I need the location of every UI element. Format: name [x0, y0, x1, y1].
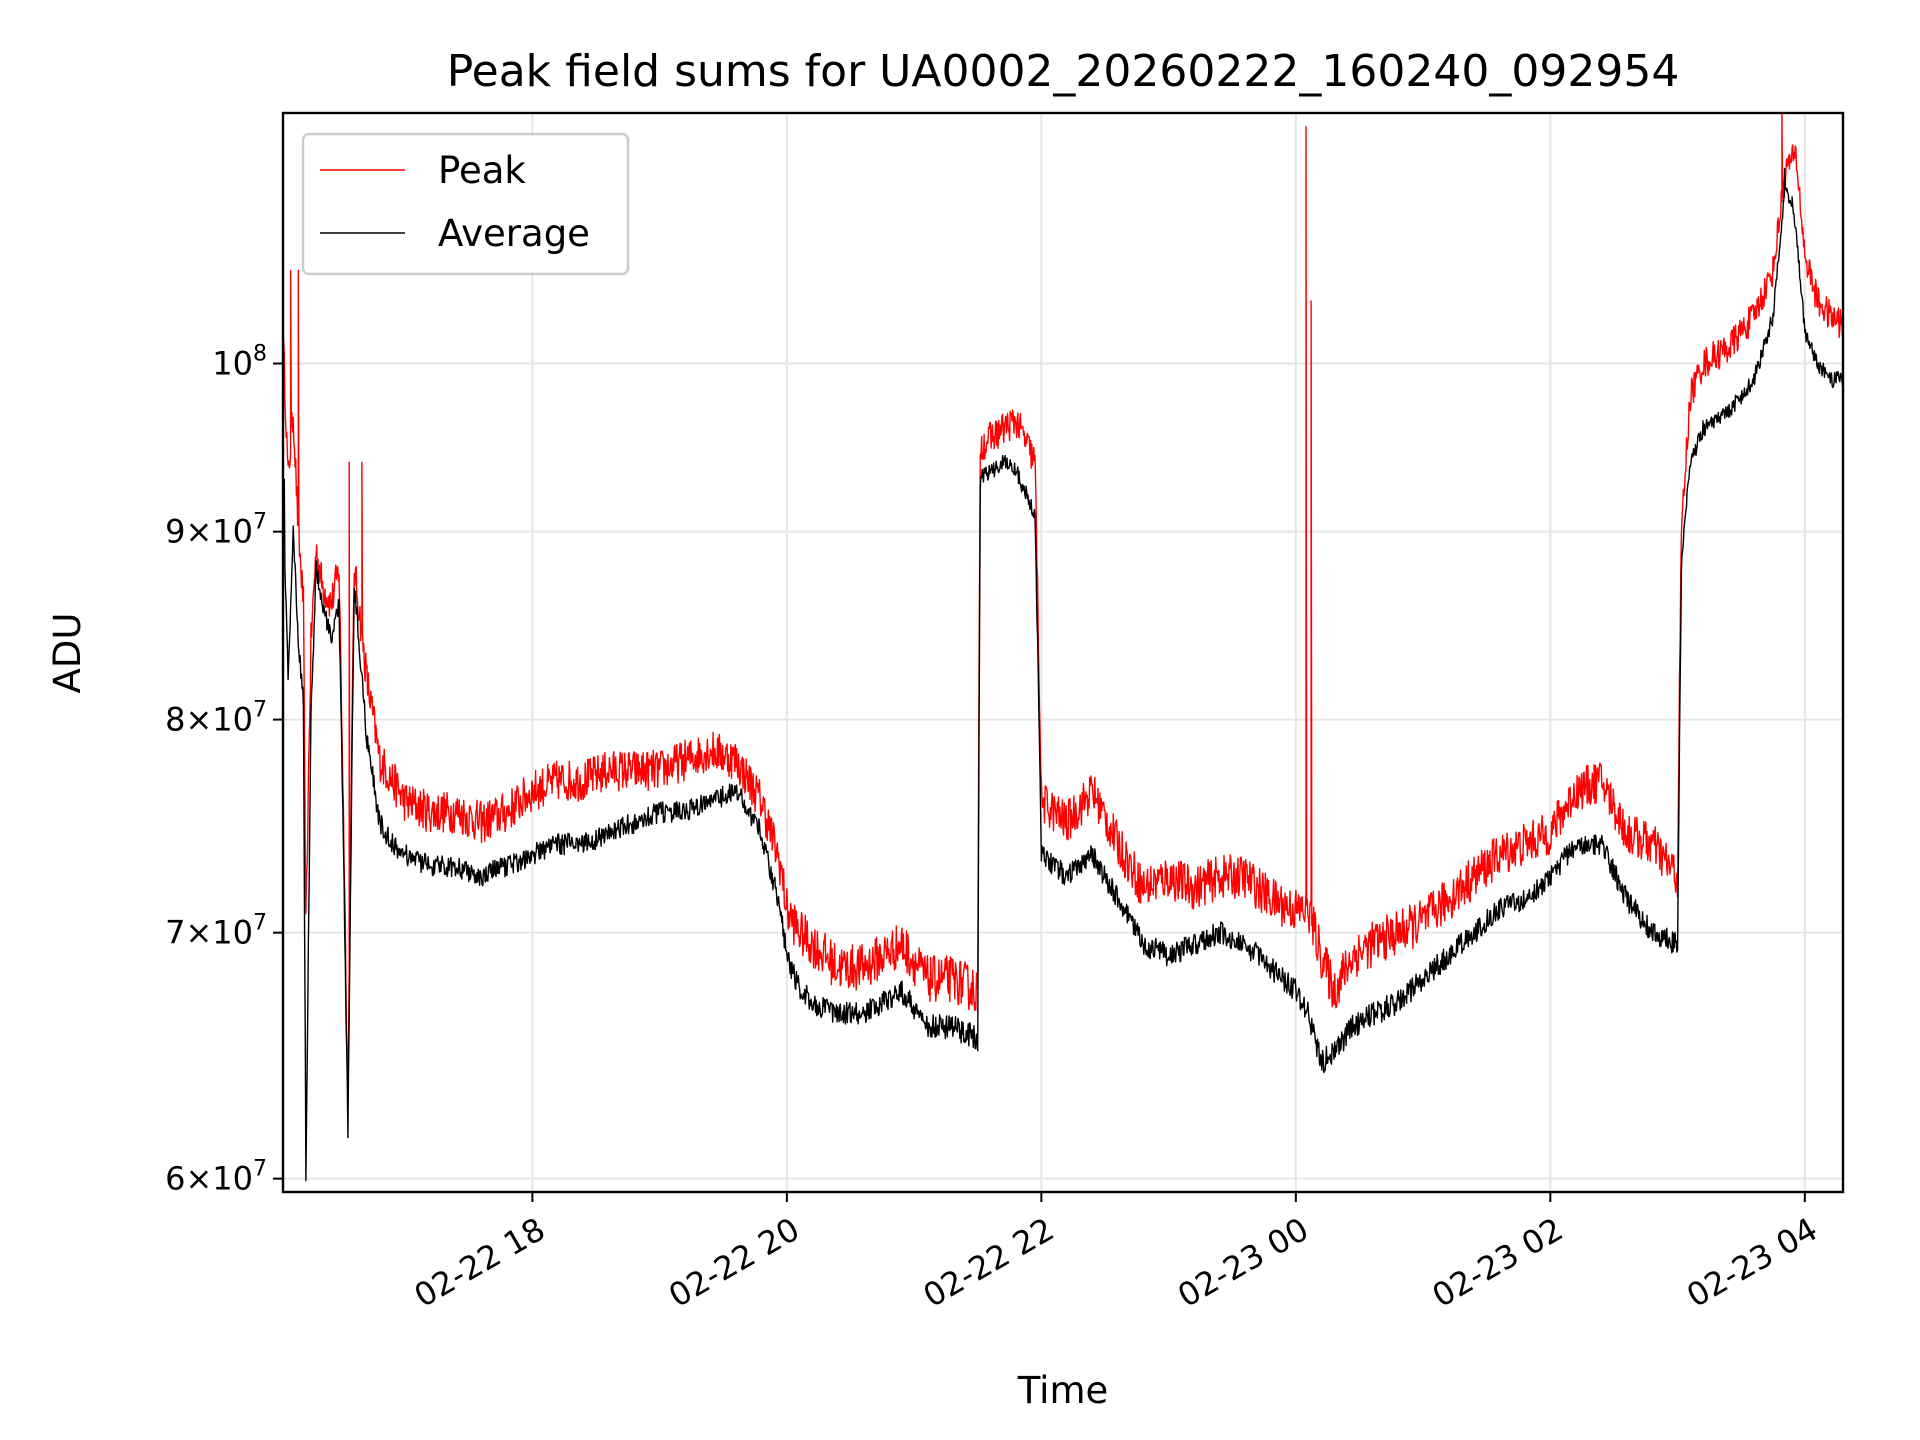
y-axis-label: ADU	[46, 613, 89, 694]
chart-title: Peak field sums for UA0002_20260222_1602…	[447, 46, 1680, 97]
grid	[283, 113, 1843, 1192]
legend-box	[301, 132, 630, 276]
y-tick-label: 7×107	[165, 911, 267, 952]
series-line-peak	[283, 113, 1843, 1095]
y-tick-base: 6×10	[165, 1160, 253, 1198]
y-tick-exponent: 7	[253, 698, 267, 723]
x-axis-label: Time	[1017, 1369, 1109, 1412]
y-tick-base: 9×10	[165, 513, 253, 551]
y-tick-base: 10	[212, 345, 253, 383]
y-tick-label: 8×107	[165, 698, 267, 739]
y-tick-exponent: 7	[253, 510, 267, 535]
y-tick-exponent: 7	[253, 1157, 267, 1182]
y-tick-label: 9×107	[165, 510, 267, 551]
series-layer	[283, 113, 1843, 1182]
y-tick-base: 7×10	[165, 914, 253, 952]
y-tick-base: 8×10	[165, 701, 253, 739]
legend-label-average: Average	[438, 212, 590, 255]
y-tick-exponent: 8	[253, 342, 267, 367]
series-line-average	[283, 167, 1843, 1182]
y-tick-label: 108	[212, 342, 267, 383]
plot-frame	[281, 111, 1845, 1194]
legend-label-peak: Peak	[438, 149, 526, 192]
y-tick-label: 6×107	[165, 1157, 267, 1198]
legend: Peak Average	[301, 132, 630, 276]
y-tick-exponent: 7	[253, 911, 267, 936]
